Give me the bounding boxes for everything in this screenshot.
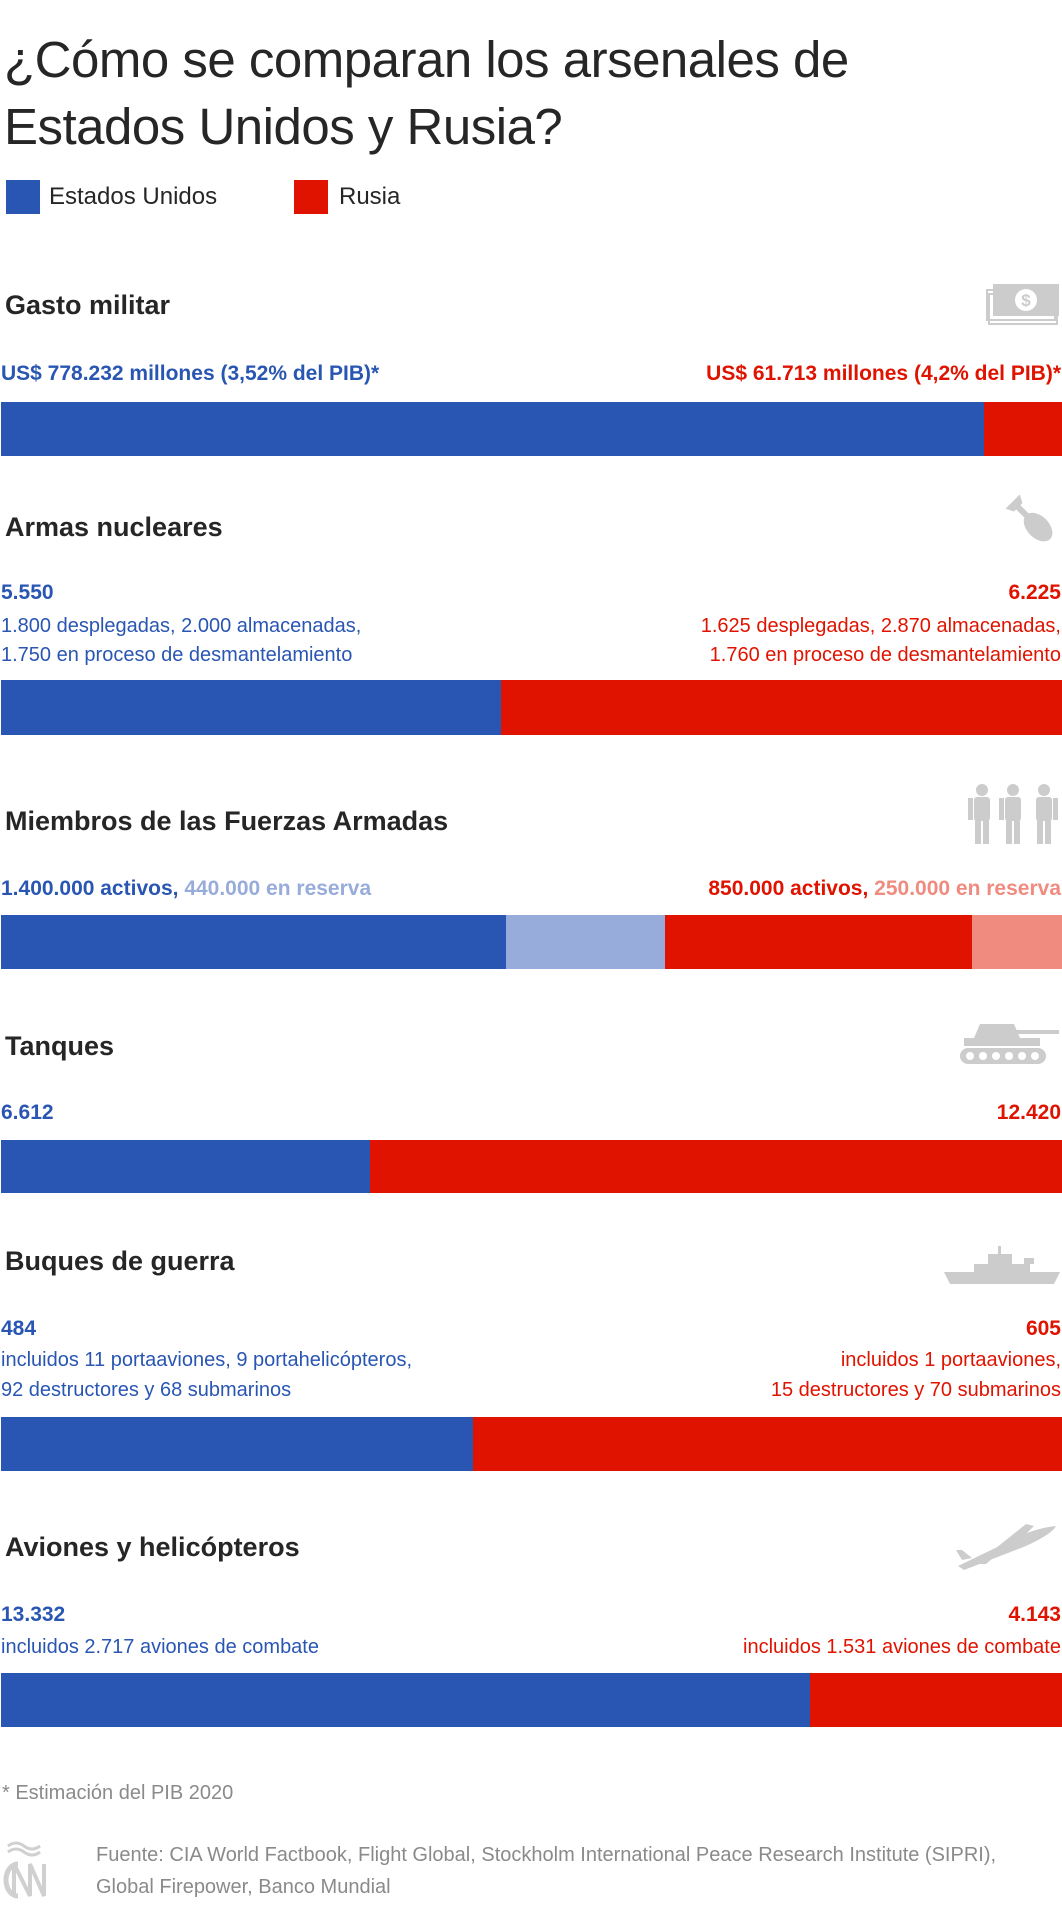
us-value-label: US$ 778.232 millones (3,52% del PIB)* [1, 362, 380, 385]
ru-value-label: 6.225 [1008, 581, 1061, 604]
source-credit: Fuente: CIA World Factbook, Flight Globa… [96, 1844, 997, 1898]
section-heading: Buques de guerra [5, 1246, 235, 1276]
ru-detail-line-1: 1.625 desplegadas, 2.870 almacenadas, [700, 615, 1061, 637]
ru-value-label: 12.420 [996, 1101, 1061, 1124]
svg-text:$: $ [1021, 291, 1031, 310]
ru-value-label: US$ 61.713 millones (4,2% del PIB)* [706, 362, 1061, 385]
fighter-jet-icon [956, 1524, 1056, 1570]
chart-title: ¿Cómo se comparan los arsenales de Estad… [4, 31, 849, 155]
section-heading: Tanques [5, 1031, 115, 1061]
ru-reserve-bar-segment [971, 915, 1062, 969]
us-bar-segment [1, 1417, 473, 1471]
us-bar-segment [1, 402, 985, 456]
us-value-label: 6.612 [1, 1101, 54, 1124]
us-value-label: 5.550 [1, 581, 54, 604]
ru-reserve-label: 250.000 en reserva [874, 877, 1061, 900]
us-detail-line-2: 92 destructores y 68 submarinos [1, 1379, 292, 1401]
legend-label-us: Estados Unidos [49, 183, 218, 210]
bar-fuerzas-armadas [1, 915, 1062, 969]
bar-gasto-militar [1, 402, 1062, 456]
ru-detail-line-1: incluidos 1 portaaviones, [840, 1349, 1061, 1371]
ru-bar-segment [810, 1673, 1062, 1727]
ru-bar-segment [665, 915, 972, 969]
ru-bar-segment [501, 680, 1062, 735]
cnn-logo [3, 1841, 46, 1899]
us-detail-line-1: 1.800 desplegadas, 2.000 almacenadas, [1, 615, 362, 637]
legend-swatch-ru [294, 180, 328, 214]
us-reserve-bar-segment [506, 915, 666, 969]
bar-armas-nucleares [1, 680, 1062, 735]
ru-detail-line-2: 1.760 en proceso de desmantelamiento [709, 644, 1061, 666]
us-bar-segment [1, 1673, 811, 1727]
ru-detail-line-1: incluidos 1.531 aviones de combate [743, 1636, 1061, 1658]
bar-buques [1, 1417, 1062, 1471]
money-icon: $ [986, 284, 1059, 325]
tank-icon [960, 1024, 1059, 1064]
legend-label-ru: Rusia [339, 183, 401, 210]
warship-icon [944, 1246, 1060, 1284]
soldiers-icon [968, 784, 1058, 844]
legend-swatch-us [6, 180, 40, 214]
footnote: * Estimación del PIB 2020 [2, 1782, 234, 1804]
section-heading: Gasto militar [5, 290, 171, 320]
ru-active-label: 850.000 activos, [708, 877, 869, 900]
bomb-icon [1005, 494, 1053, 542]
bar-aviones [1, 1673, 1062, 1727]
section-heading: Miembros de las Fuerzas Armadas [5, 806, 449, 836]
bar-tanques [1, 1140, 1062, 1193]
ru-bar-segment [472, 1417, 1062, 1471]
us-active-label: 1.400.000 activos, [1, 877, 179, 900]
us-value-label: 13.332 [1, 1603, 66, 1626]
ru-detail-line-2: 15 destructores y 70 submarinos [770, 1379, 1061, 1401]
ru-bar-segment [369, 1140, 1062, 1193]
ru-value-label: 850.000 activos, 250.000 en reserva [708, 875, 1061, 903]
us-bar-segment [1, 1140, 370, 1193]
section-heading: Armas nucleares [5, 512, 223, 542]
ru-value-label: 605 [1025, 1317, 1061, 1340]
us-value-label: 1.400.000 activos, 440.000 en reserva [1, 875, 371, 903]
us-detail-line-1: incluidos 11 portaaviones, 9 portahelicó… [1, 1349, 412, 1371]
us-reserve-label: 440.000 en reserva [184, 877, 372, 900]
us-detail-line-2: 1.750 en proceso de desmantelamiento [1, 644, 353, 666]
us-bar-segment [1, 680, 502, 735]
us-detail-line-1: incluidos 2.717 aviones de combate [1, 1636, 319, 1658]
ru-bar-segment [984, 402, 1062, 456]
us-value-label: 484 [1, 1317, 37, 1340]
ru-value-label: 4.143 [1008, 1603, 1061, 1626]
us-bar-segment [1, 915, 507, 969]
section-heading: Aviones y helicópteros [5, 1532, 300, 1562]
